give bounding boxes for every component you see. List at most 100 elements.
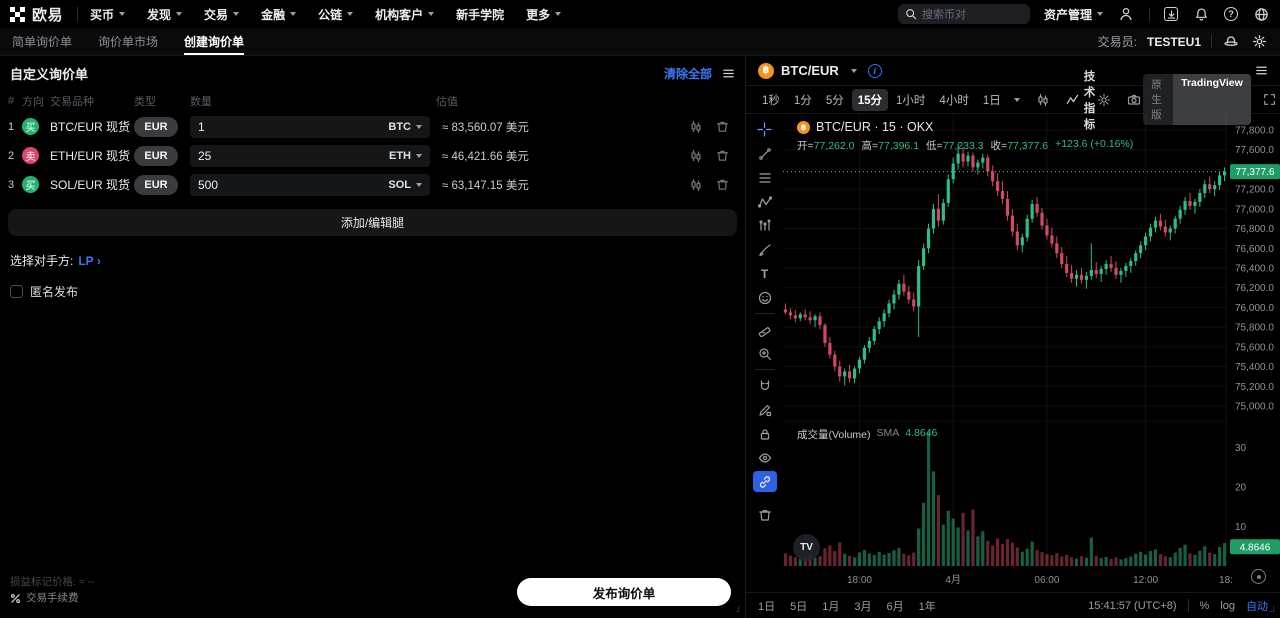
quantity-input-sol[interactable] <box>198 177 389 192</box>
indicators-button[interactable]: 技术指标 <box>1066 68 1095 132</box>
draw-lock-icon[interactable] <box>753 399 777 420</box>
tf-1d[interactable]: 1日 <box>982 94 1001 107</box>
delete-leg-icon[interactable] <box>713 176 731 194</box>
fullscreen-icon[interactable] <box>1259 89 1280 110</box>
menu-discover[interactable]: 发现 <box>147 6 183 23</box>
crosshair-tool-icon[interactable] <box>753 119 777 140</box>
anonymous-checkbox[interactable] <box>10 285 23 298</box>
measure-ruler-icon[interactable] <box>753 319 777 340</box>
candle-style-icon[interactable] <box>1036 89 1050 110</box>
unit-select-eth[interactable]: ETH <box>389 150 422 162</box>
mode-tradingview[interactable]: TradingView <box>1173 74 1251 125</box>
log-scale-toggle[interactable]: log <box>1220 599 1235 612</box>
candlestick-chart[interactable]: 77,800.077,600.077,400.077,200.077,000.0… <box>783 114 1280 592</box>
zoom-in-tool-icon[interactable] <box>753 343 777 364</box>
tab-create-rfq[interactable]: 创建询价单 <box>184 28 245 55</box>
help-icon[interactable]: ? <box>1224 7 1238 21</box>
chart-panel: ฿ BTC/EUR i 1秒 1分 5分 15分 1小时 4小时 1日 <box>746 56 1280 618</box>
range-1mo[interactable]: 1月 <box>822 600 840 613</box>
pair-selector-eth[interactable]: ETH/EUR 现货› <box>50 148 139 163</box>
instrument-name[interactable]: BTC/EUR <box>781 63 839 78</box>
chart-settings-gear-icon[interactable] <box>1097 89 1111 110</box>
range-1d[interactable]: 1日 <box>758 600 776 613</box>
scroll-to-latest-icon[interactable] <box>1251 569 1266 584</box>
tf-4h[interactable]: 4小时 <box>939 94 969 107</box>
counterparty-link[interactable]: LP › <box>78 253 101 268</box>
type-pill-eur[interactable]: EUR <box>134 174 178 195</box>
menu-buy-crypto[interactable]: 买币 <box>90 6 126 23</box>
tf-1m[interactable]: 1分 <box>793 94 812 107</box>
menu-finance[interactable]: 金融 <box>261 6 297 23</box>
menu-academy[interactable]: 新手学院 <box>456 7 505 22</box>
tab-rfq-market[interactable]: 询价单市场 <box>98 35 159 49</box>
clear-all-button[interactable]: 清除全部 <box>663 66 712 81</box>
forecast-tool-icon[interactable] <box>753 215 777 236</box>
percent-scale-toggle[interactable]: % <box>1199 599 1210 612</box>
pair-selector-btc[interactable]: BTC/EUR 现货› <box>50 119 139 134</box>
tf-1h[interactable]: 1小时 <box>896 94 926 107</box>
menu-more[interactable]: 更多 <box>526 6 562 23</box>
remove-drawings-trash-icon[interactable] <box>753 504 777 525</box>
snapshot-camera-icon[interactable] <box>1127 89 1141 110</box>
language-globe-icon[interactable] <box>1252 5 1270 23</box>
mode-native[interactable]: 原生版 <box>1151 79 1162 121</box>
main-content: 自定义询价单 清除全部 # 方向 交易品种 类型 数量 估值 <box>0 56 1280 618</box>
assets-menu[interactable]: 资产管理 <box>1044 6 1103 23</box>
settings-gear-icon[interactable] <box>1250 33 1268 51</box>
leg-chart-icon[interactable] <box>687 147 705 165</box>
search-input[interactable]: 搜索币对 <box>897 4 1030 24</box>
info-icon[interactable]: i <box>867 63 882 78</box>
unit-select-btc[interactable]: BTC <box>388 121 422 133</box>
tradingview-watermark[interactable]: TV <box>793 534 820 561</box>
leg-chart-icon[interactable] <box>687 176 705 194</box>
menu-trade[interactable]: 交易 <box>204 6 240 23</box>
range-6mo[interactable]: 6月 <box>886 600 904 613</box>
orderbook-list-icon[interactable] <box>1255 64 1268 77</box>
auto-scale-toggle[interactable]: 自动 <box>1246 600 1268 613</box>
range-1y[interactable]: 1年 <box>918 600 936 613</box>
type-pill-eur[interactable]: EUR <box>134 116 178 137</box>
tf-15m[interactable]: 15分 <box>851 88 889 111</box>
leg-chart-icon[interactable] <box>687 118 705 136</box>
okx-logo[interactable]: 欧易 <box>10 4 63 25</box>
delete-leg-icon[interactable] <box>713 147 731 165</box>
clock[interactable]: 15:41:57 (UTC+8) <box>1088 599 1177 612</box>
okx-logo-icon <box>10 6 25 22</box>
pair-selector-sol[interactable]: SOL/EUR 现货› <box>50 177 139 192</box>
pattern-tool-icon[interactable] <box>753 191 777 212</box>
hide-drawings-eye-icon[interactable] <box>753 447 777 468</box>
lock-all-icon[interactable] <box>753 423 777 444</box>
delete-leg-icon[interactable] <box>713 118 731 136</box>
publish-rfq-button[interactable]: 发布询价单 <box>517 578 731 606</box>
profile-icon[interactable] <box>1117 5 1135 23</box>
valuation-sol: ≈ 63,147.15 美元 <box>442 179 529 192</box>
menu-chain[interactable]: 公链 <box>318 6 354 23</box>
text-tool-icon[interactable]: T <box>760 266 769 281</box>
range-3mo[interactable]: 3月 <box>854 600 872 613</box>
tf-5m[interactable]: 5分 <box>825 94 844 107</box>
trendline-tool-icon[interactable] <box>753 143 777 164</box>
magnet-tool-icon[interactable] <box>753 375 777 396</box>
tab-simple-rfq[interactable]: 简单询价单 <box>12 35 73 49</box>
type-pill-eur[interactable]: EUR <box>134 145 178 166</box>
unit-select-sol[interactable]: SOL <box>388 179 422 191</box>
trader-hat-icon[interactable] <box>1222 33 1240 51</box>
resize-corner[interactable]: ┘ <box>735 606 742 616</box>
resize-corner[interactable]: ┘ <box>1270 606 1277 616</box>
okx-logo-text: 欧易 <box>32 6 64 24</box>
tf-1s[interactable]: 1秒 <box>762 94 780 107</box>
sync-link-tool-icon[interactable] <box>752 471 777 492</box>
chart-area[interactable]: ฿ BTC/EUR · 15 · OKX 开=77,262.0 高=77,396… <box>783 114 1280 592</box>
filter-icon[interactable] <box>722 67 735 80</box>
fib-tool-icon[interactable] <box>753 167 777 188</box>
quantity-input-btc[interactable] <box>198 119 389 134</box>
emoji-tool-icon[interactable] <box>753 287 777 308</box>
add-edit-leg-button[interactable]: 添加/编辑腿 <box>8 209 737 236</box>
quantity-input-eth[interactable] <box>198 148 389 163</box>
notifications-bell-icon[interactable] <box>1192 5 1210 23</box>
brush-tool-icon[interactable] <box>753 239 777 260</box>
download-app-icon[interactable] <box>1164 7 1178 21</box>
range-5d[interactable]: 5日 <box>790 600 808 613</box>
menu-institutions[interactable]: 机构客户 <box>375 6 435 23</box>
tf-more-chevron[interactable] <box>1013 97 1020 102</box>
